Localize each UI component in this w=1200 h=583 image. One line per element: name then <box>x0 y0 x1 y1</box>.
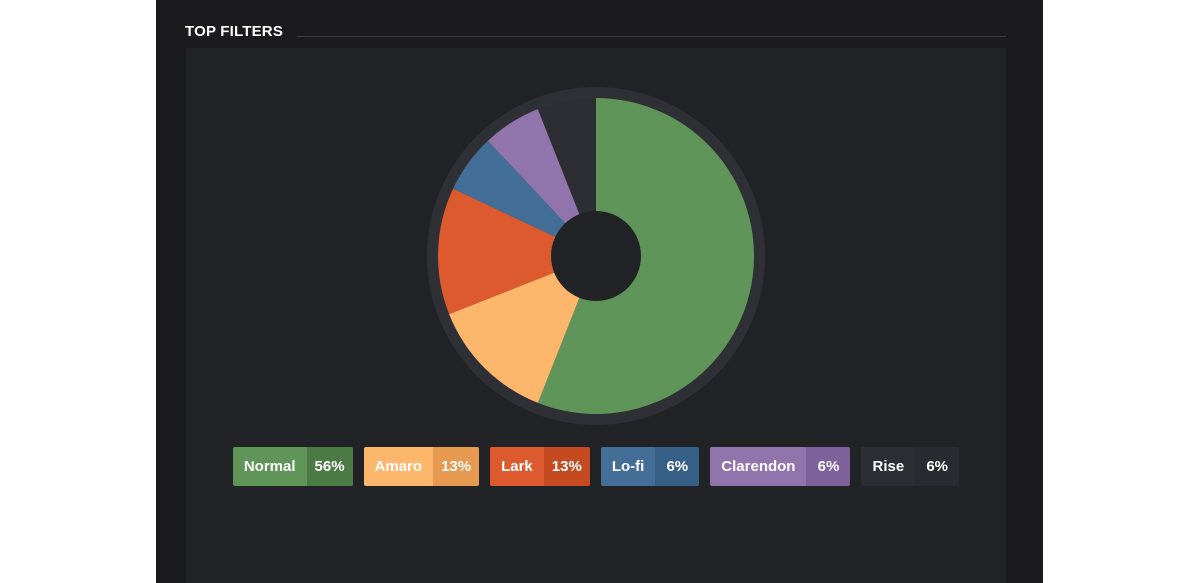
legend-label: Rise <box>861 447 916 486</box>
header-divider <box>297 36 1006 37</box>
legend-label: Normal <box>232 447 307 486</box>
legend-label: Amaro <box>363 447 434 486</box>
pie-slice-clarendon[interactable] <box>487 109 596 256</box>
legend-percent: 56% <box>306 447 353 486</box>
legend-item-lark[interactable]: Lark 13% <box>490 447 590 486</box>
pie-slice-lo-fi[interactable] <box>453 140 596 256</box>
legend-percent: 6% <box>655 447 700 486</box>
legend-label: Lark <box>490 447 544 486</box>
legend-percent: 13% <box>543 447 590 486</box>
legend-label: Clarendon <box>710 447 807 486</box>
chart-legend: Normal 56% Amaro 13% Lark 13% Lo-fi 6% Clarendon… <box>186 447 1006 486</box>
panel-header: TOP FILTERS <box>185 20 283 42</box>
chart-area: Normal 56% Amaro 13% Lark 13% Lo-fi 6% Clarendon… <box>186 48 1006 583</box>
legend-label: Lo-fi <box>600 447 656 486</box>
legend-item-rise[interactable]: Rise 6% <box>861 447 960 486</box>
pie-chart <box>427 87 765 425</box>
panel-title: TOP FILTERS <box>185 22 284 40</box>
legend-item-lo-fi[interactable]: Lo-fi 6% <box>600 447 700 486</box>
legend-percent: 6% <box>915 447 960 486</box>
legend-percent: 6% <box>806 447 851 486</box>
pie-slices <box>438 98 755 415</box>
legend-item-clarendon[interactable]: Clarendon 6% <box>710 447 851 486</box>
legend-item-normal[interactable]: Normal 56% <box>232 447 353 486</box>
legend-percent: 13% <box>433 447 480 486</box>
pie-slice-normal[interactable] <box>537 98 755 415</box>
pie-slice-amaro[interactable] <box>449 256 596 403</box>
pie-slice-lark[interactable] <box>438 188 596 315</box>
top-filters-panel: TOP FILTERS Normal 56% Amaro 13% Lark 13% Lo-f… <box>156 0 1043 583</box>
legend-item-amaro[interactable]: Amaro 13% <box>363 447 480 486</box>
pie-center-hole <box>551 211 641 301</box>
